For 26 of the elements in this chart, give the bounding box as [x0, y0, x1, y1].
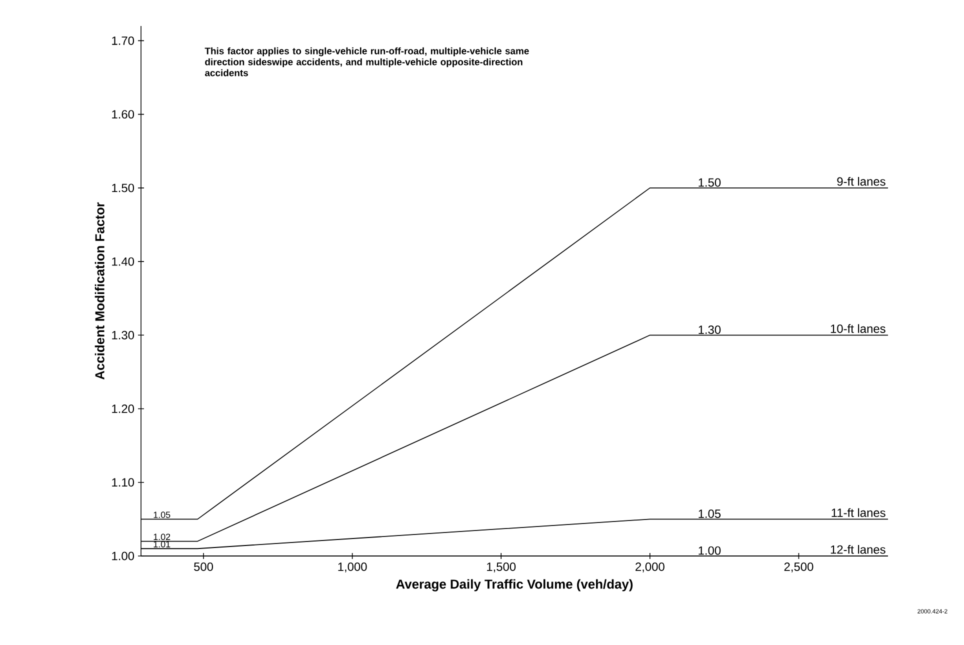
data-label: 1.05: [698, 510, 721, 518]
y-axis-title: Accident Modification Factor: [94, 202, 104, 380]
data-label: 1.05: [154, 512, 170, 518]
x-tick-label: 1,000: [338, 562, 367, 572]
y-tick-label: 1.20: [112, 404, 134, 413]
series-label: 12-ft lanes: [830, 545, 886, 554]
y-tick-label: 1.70: [112, 36, 134, 45]
series-label: 11-ft lanes: [832, 508, 886, 517]
y-tick-label: 1.10: [112, 478, 134, 487]
x-tick-label: 1,500: [487, 562, 516, 572]
y-tick-label: 1.50: [112, 184, 134, 192]
data-label: 1.30: [698, 325, 721, 334]
annotation: This factor applies to single-vehicle run-off-road, multiple-vehicle same direction sideswipe accidents, and multiple-vehicle opposite-direction accidents: [204, 47, 529, 76]
x-tick-label: 500: [194, 562, 214, 571]
series-label: 10-ft lanes: [830, 324, 886, 333]
series-label: 9-ft lanes: [837, 176, 886, 186]
y-tick-label: 1.40: [112, 257, 134, 266]
data-label: 1.50: [698, 178, 721, 187]
x-axis-title: Average Daily Traffic Volume (veh/day): [396, 579, 633, 592]
y-tick-label: 1.30: [112, 330, 134, 340]
data-label: 1.02: [154, 534, 170, 540]
x-tick-label: 2,500: [784, 562, 814, 572]
y-tick-label: 1.00: [112, 552, 134, 560]
y-tick-label: 1.60: [112, 110, 134, 119]
x-tick-label: 2,000: [636, 562, 664, 572]
data-label: 1.00: [698, 546, 721, 555]
